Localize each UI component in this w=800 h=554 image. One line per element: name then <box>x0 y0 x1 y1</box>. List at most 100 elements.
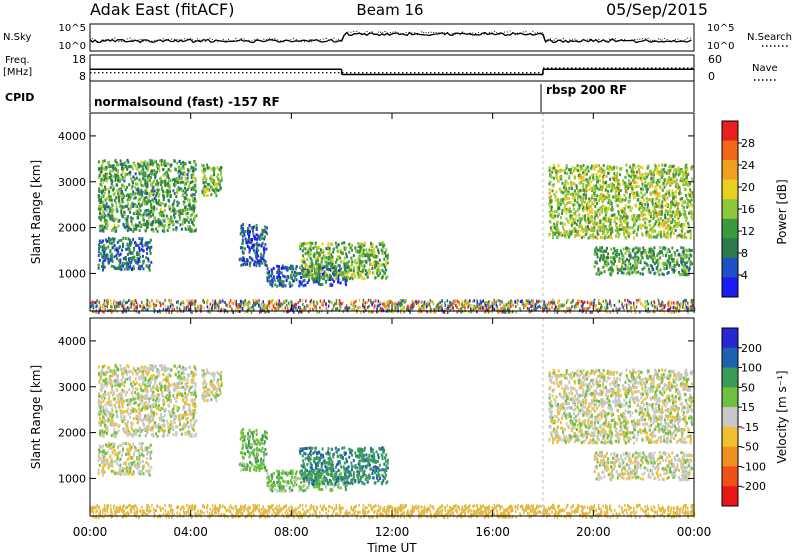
power-cell <box>99 245 102 249</box>
power-cell <box>595 246 598 250</box>
power-cell <box>601 210 604 214</box>
power-cell <box>587 236 590 240</box>
power-noise-cell <box>391 308 394 312</box>
power-cell <box>346 263 349 266</box>
power-cell <box>632 256 635 260</box>
power-cell <box>676 209 679 213</box>
power-cell <box>663 179 666 183</box>
power-cell <box>603 171 606 175</box>
power-cell <box>587 169 590 173</box>
power-cell <box>250 246 253 249</box>
power-cell <box>134 172 137 176</box>
power-cell <box>628 199 631 203</box>
power-cell <box>97 263 100 267</box>
power-cell <box>157 217 160 221</box>
power-cell <box>251 258 254 262</box>
power-cell <box>112 208 115 212</box>
power-noise-cell <box>141 300 143 304</box>
power-cell <box>241 238 244 242</box>
power-cell <box>631 185 633 189</box>
power-cell <box>655 220 658 224</box>
power-cell <box>557 212 560 216</box>
power-noise-cell <box>626 299 629 302</box>
power-cell <box>669 225 672 229</box>
power-cell <box>215 184 218 188</box>
power-cell <box>549 226 552 230</box>
power-cell <box>622 255 625 259</box>
power-cell <box>169 218 172 222</box>
power-cell <box>602 226 605 230</box>
power-cell <box>571 196 574 200</box>
power-cell <box>601 193 604 197</box>
power-cell <box>614 228 617 232</box>
power-cell <box>659 206 662 210</box>
power-cell <box>306 258 309 261</box>
power-cell <box>112 167 115 171</box>
power-noise-cell <box>110 305 112 308</box>
power-cell <box>169 222 172 226</box>
power-cell <box>121 162 124 166</box>
power-cell <box>625 213 628 217</box>
power-noise-cell <box>383 301 386 304</box>
power-cell <box>186 198 189 202</box>
power-cell <box>157 199 160 203</box>
power-cell <box>126 204 129 208</box>
power-cell <box>145 241 148 245</box>
power-cell <box>137 165 140 169</box>
power-cell <box>256 241 258 245</box>
power-cell <box>140 223 143 227</box>
power-cell <box>255 228 258 231</box>
power-cell <box>128 267 130 271</box>
power-cell <box>677 166 680 170</box>
power-cell <box>668 179 671 183</box>
power-cell <box>337 271 340 275</box>
power-cell <box>645 187 648 191</box>
power-cell <box>105 247 108 250</box>
power-cell <box>581 166 584 170</box>
power-cell <box>331 269 334 272</box>
power-cell <box>251 243 254 247</box>
power-cell <box>681 204 684 207</box>
power-cell <box>180 227 183 231</box>
power-cell <box>115 196 118 200</box>
power-cell <box>634 264 636 267</box>
power-cell <box>604 219 607 223</box>
power-cell <box>171 205 174 209</box>
power-cell <box>595 184 598 188</box>
power-cell <box>116 240 119 244</box>
power-cell <box>108 160 110 164</box>
power-cell <box>189 161 192 165</box>
power-cell <box>633 236 635 240</box>
power-noise-cell <box>435 305 438 308</box>
power-cell <box>128 247 131 251</box>
power-noise-cell <box>606 310 609 314</box>
power-cell <box>188 201 191 205</box>
power-cell <box>678 210 681 214</box>
power-cell <box>304 247 307 251</box>
power-cell <box>650 172 653 176</box>
power-cell <box>613 262 615 266</box>
power-cell <box>256 237 258 241</box>
power-cell <box>688 183 691 187</box>
power-cell <box>217 189 220 193</box>
power-cell <box>689 249 692 253</box>
power-cell <box>264 243 267 246</box>
power-noise-cell <box>449 304 451 308</box>
power-cell <box>688 211 690 215</box>
power-noise-cell <box>480 307 483 311</box>
power-cell <box>592 236 595 240</box>
power-cell <box>172 209 175 213</box>
power-cell <box>670 228 673 232</box>
power-cell <box>673 260 676 264</box>
power-cell <box>623 207 626 211</box>
power-cell <box>343 262 346 266</box>
power-cell <box>366 271 368 275</box>
power-cell <box>578 213 581 217</box>
power-cell <box>593 221 596 225</box>
power-cell <box>615 188 618 192</box>
power-cell <box>678 270 680 274</box>
power-cell <box>141 165 144 169</box>
power-cell <box>563 231 566 235</box>
power-cell <box>145 185 148 189</box>
power-cell <box>101 164 104 168</box>
